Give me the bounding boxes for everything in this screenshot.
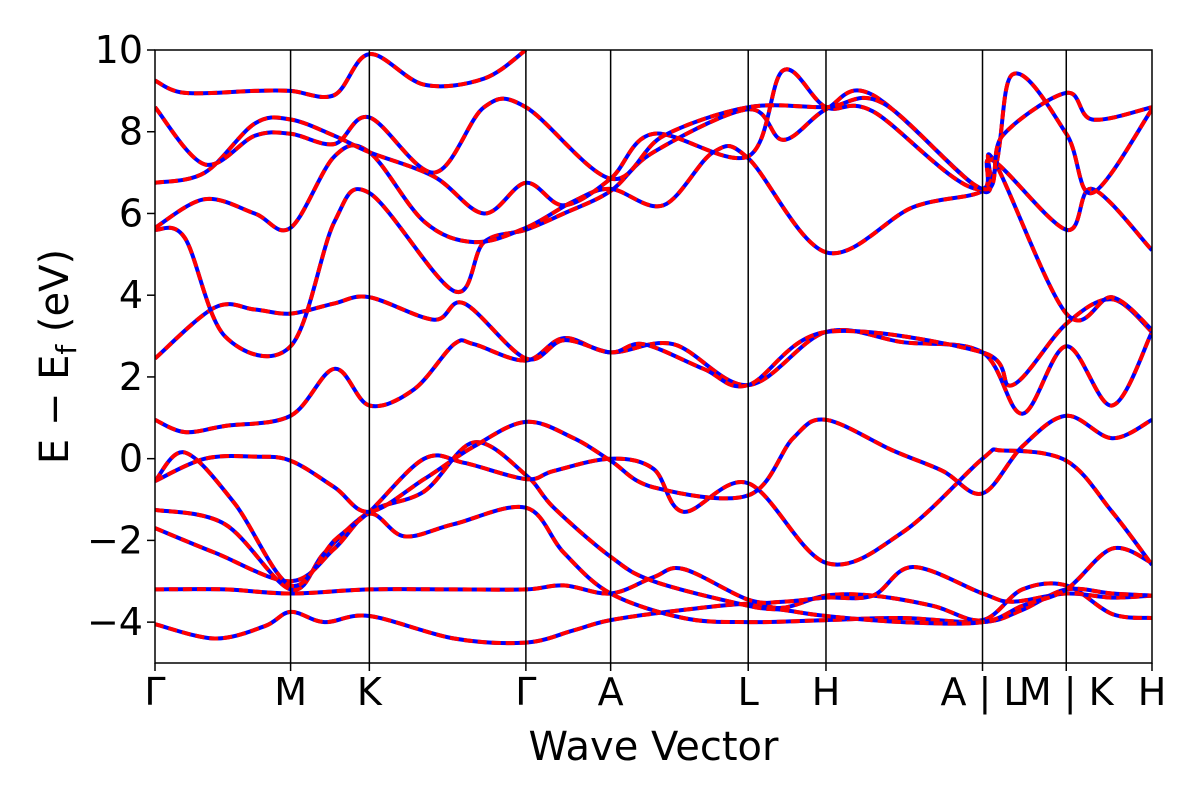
band-line <box>155 504 1152 625</box>
y-tick-label: 2 <box>119 355 143 399</box>
y-axis-label-prefix: E − E <box>32 355 78 465</box>
axes-frame <box>154 49 1153 664</box>
x-axis-ticks: Γ M K Γ A L H A | LM | K H <box>144 663 1166 715</box>
band-line <box>155 143 1152 256</box>
y-axis-label-subscript: f <box>50 344 83 355</box>
band-lines <box>155 50 1152 646</box>
band-line-underlay <box>155 88 1152 359</box>
band-line-underlay <box>155 413 1152 514</box>
x-tick-label: M | K <box>1019 670 1115 715</box>
x-tick-label: L <box>738 670 759 714</box>
x-tick-label: A <box>598 670 624 714</box>
y-tick-label: 0 <box>119 437 143 481</box>
y-tick-label: 8 <box>119 110 143 154</box>
y-tick-label: −4 <box>87 600 143 644</box>
band-line-underlay <box>155 143 1152 256</box>
y-axis-label-suffix: (eV) <box>32 249 78 345</box>
band-line <box>155 447 1152 588</box>
x-tick-label: K <box>357 670 383 714</box>
band-line <box>155 294 1152 389</box>
y-axis-label: E − Ef (eV) <box>32 249 83 464</box>
y-tick-label: 4 <box>119 273 143 317</box>
x-tick-label: Γ <box>144 670 165 714</box>
y-tick-label: 10 <box>95 28 143 72</box>
band-line <box>155 50 528 100</box>
band-line <box>155 581 1152 646</box>
kpoint-separators <box>289 50 1068 663</box>
band-line <box>155 67 1152 216</box>
band-line-underlay <box>155 50 528 100</box>
x-tick-label: H <box>1138 670 1167 714</box>
band-line <box>155 90 1152 192</box>
x-tick-label: Γ <box>515 670 536 714</box>
y-axis-ticks: −4 −2 0 2 4 6 8 10 <box>87 28 155 644</box>
band-line <box>155 413 1152 514</box>
x-tick-label: M <box>274 670 307 714</box>
x-tick-label: A | L <box>940 670 1024 715</box>
y-tick-label: 6 <box>119 191 143 235</box>
y-tick-label: −2 <box>87 518 143 562</box>
x-tick-label: H <box>812 670 841 714</box>
x-axis-label: Wave Vector <box>529 724 780 770</box>
